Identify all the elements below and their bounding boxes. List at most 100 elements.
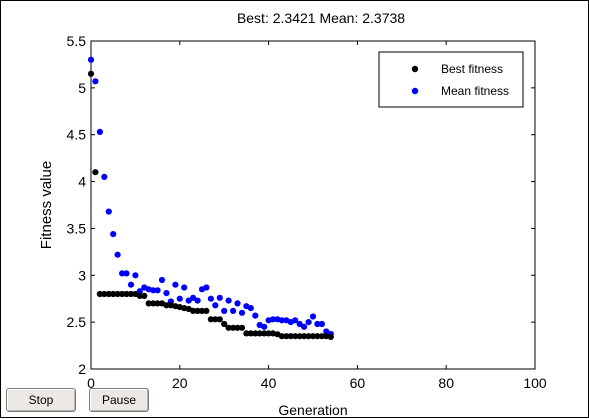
- data-point-mean: [225, 297, 232, 304]
- data-point-mean: [105, 208, 112, 215]
- data-point-mean: [261, 323, 268, 330]
- data-point-mean: [158, 276, 166, 284]
- data-point-mean: [305, 319, 312, 326]
- x-tick-label: 60: [350, 375, 366, 391]
- data-point-mean: [123, 270, 130, 277]
- data-point-best: [87, 70, 95, 77]
- x-tick-label: 100: [523, 375, 547, 391]
- data-point-best: [96, 290, 103, 298]
- data-point-mean: [309, 313, 317, 320]
- data-point-mean: [221, 307, 228, 314]
- data-point-mean: [181, 284, 188, 291]
- legend-label-best: Best fitness: [441, 62, 503, 76]
- data-point-best: [154, 300, 161, 307]
- data-point-mean: [234, 300, 241, 307]
- y-axis-label: Fitness value: [38, 161, 55, 249]
- x-axis-label: Generation: [278, 402, 347, 418]
- data-point-best: [92, 169, 99, 176]
- axis-ticks: 0 20 40 60 80 100 2 2.5 3 3.5 4 4.5 5 5.5: [67, 33, 547, 391]
- data-point-best: [207, 316, 214, 323]
- data-point-best: [145, 300, 152, 307]
- data-point-mean: [154, 287, 161, 294]
- data-point-mean: [269, 316, 277, 323]
- data-point-mean: [101, 173, 108, 180]
- data-point-mean: [318, 320, 325, 328]
- data-point-best: [265, 330, 272, 337]
- data-point-best: [296, 333, 303, 340]
- data-point-best: [105, 290, 112, 298]
- y-tick-label: 3.5: [67, 220, 87, 236]
- data-point-mean: [203, 284, 210, 291]
- data-point-best: [278, 333, 285, 340]
- data-point-best: [212, 316, 219, 323]
- data-point-mean: [296, 320, 303, 328]
- data-point-mean: [194, 297, 201, 304]
- pause-button[interactable]: Pause: [89, 388, 149, 412]
- legend-label-mean: Mean fitness: [441, 84, 509, 98]
- y-tick-label: 3: [78, 267, 86, 283]
- data-point-best: [292, 333, 299, 340]
- data-point-best: [101, 290, 108, 298]
- data-point-best: [247, 330, 254, 337]
- data-point-mean: [212, 302, 219, 309]
- data-point-best: [123, 290, 130, 298]
- data-point-mean: [252, 312, 259, 319]
- data-point-best: [238, 324, 246, 331]
- x-tick-label: 0: [87, 375, 95, 391]
- data-point-best: [301, 333, 308, 340]
- data-point-best: [309, 333, 317, 340]
- x-tick-label: 40: [261, 375, 277, 391]
- data-point-mean: [190, 294, 197, 301]
- data-point-mean: [207, 295, 214, 302]
- data-point-best: [243, 330, 250, 337]
- chart-title: Best: 2.3421 Mean: 2.3738: [237, 10, 405, 26]
- data-point-mean: [110, 231, 117, 238]
- legend-box: [378, 51, 524, 108]
- data-point-best: [141, 292, 148, 299]
- data-point-best: [221, 320, 228, 328]
- data-point-mean: [92, 78, 99, 85]
- data-point-best: [261, 330, 268, 337]
- data-point-best: [327, 333, 334, 340]
- data-point-mean: [247, 305, 254, 312]
- y-tick-label: 2.5: [67, 314, 87, 330]
- data-point-mean: [96, 128, 103, 135]
- data-point-mean: [136, 288, 143, 295]
- x-tick-label: 80: [438, 375, 454, 391]
- data-points: [87, 56, 334, 340]
- data-point-best: [314, 333, 321, 340]
- data-point-best: [136, 292, 143, 299]
- data-point-best: [283, 333, 290, 340]
- data-point-mean: [301, 323, 308, 330]
- data-point-mean: [114, 251, 121, 258]
- data-point-mean: [185, 297, 192, 304]
- y-tick-label: 5: [78, 80, 86, 96]
- data-point-mean: [314, 320, 321, 328]
- axes-box: [90, 40, 536, 370]
- data-point-best: [150, 300, 157, 307]
- data-point-best: [203, 307, 210, 314]
- data-point-mean: [119, 270, 126, 277]
- data-point-mean: [230, 307, 237, 314]
- data-point-mean: [176, 295, 183, 302]
- data-point-mean: [172, 281, 179, 288]
- data-point-mean: [216, 294, 223, 301]
- data-point-best: [230, 324, 237, 331]
- data-point-best: [256, 330, 263, 337]
- data-point-best: [119, 290, 126, 298]
- legend-marker-mean: [411, 87, 419, 95]
- data-point-mean: [292, 317, 299, 324]
- data-point-best: [216, 316, 223, 323]
- chart-legend: Best fitness Mean fitness: [378, 51, 524, 108]
- stop-button[interactable]: Stop: [6, 388, 76, 412]
- x-tick-label: 20: [172, 375, 188, 391]
- data-point-best: [110, 290, 117, 298]
- data-point-best: [198, 307, 206, 314]
- data-point-best: [305, 333, 312, 340]
- data-point-mean: [127, 281, 135, 288]
- y-tick-label: 4.5: [67, 127, 87, 143]
- data-point-best: [163, 302, 170, 309]
- data-point-best: [287, 333, 294, 340]
